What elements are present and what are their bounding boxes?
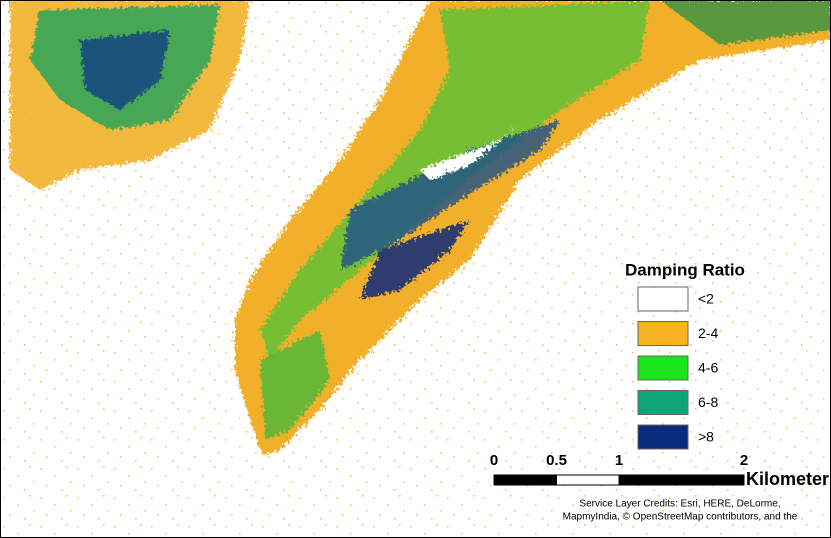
legend-swatch — [638, 322, 688, 346]
legend-swatch — [638, 287, 688, 311]
legend-title: Damping Ratio — [625, 260, 745, 279]
scale-tick-label: 1 — [615, 452, 623, 469]
page: {"legend": {"title": "Damping Ratio", "i… — [0, 0, 831, 538]
scale-tick-label: 2 — [740, 452, 748, 469]
scale-tick-label: 0 — [490, 452, 498, 469]
scale-segment — [619, 475, 744, 485]
legend-label: <2 — [698, 291, 714, 307]
legend-label: 4-6 — [698, 360, 718, 376]
legend-label: >8 — [698, 429, 714, 445]
legend-label: 2-4 — [698, 325, 718, 341]
legend-swatch — [638, 425, 688, 449]
scale-unit: Kilometers — [746, 469, 831, 489]
legend-swatch — [638, 391, 688, 415]
map: Damping Ratio <2 2-4 4-6 6-8 >8 0 0.5 1 2Kilome… — [0, 0, 831, 538]
legend-label: 6-8 — [698, 394, 718, 410]
legend-swatch — [638, 356, 688, 380]
scale-segment — [557, 475, 620, 485]
scale-segment — [494, 475, 557, 485]
credits: Service Layer Credits: Esri, HERE, DeLor… — [579, 499, 780, 510]
scale-tick-label: 0.5 — [546, 452, 567, 469]
credits: MapmyIndia, © OpenStreetMap contributors… — [563, 512, 798, 523]
